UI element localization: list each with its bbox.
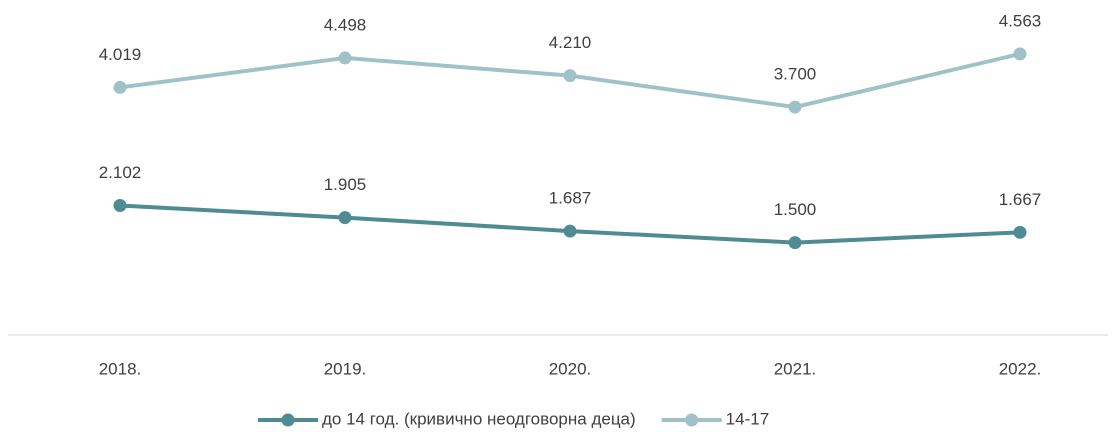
data-label: 1.667	[999, 190, 1042, 209]
data-label: 4.498	[324, 15, 367, 34]
legend-label: 14-17	[726, 409, 769, 428]
data-point	[338, 51, 352, 65]
data-label: 2.102	[99, 163, 142, 182]
data-label: 4.563	[999, 11, 1042, 30]
data-label: 1.500	[774, 200, 817, 219]
data-point	[1013, 225, 1027, 239]
x-tick-label: 2021.	[774, 359, 817, 378]
x-tick-label: 2019.	[324, 359, 367, 378]
data-label: 1.687	[549, 189, 592, 208]
x-tick-label: 2022.	[999, 359, 1042, 378]
data-point	[113, 199, 127, 213]
data-label: 1.905	[324, 175, 367, 194]
data-point	[563, 224, 577, 238]
data-point	[113, 80, 127, 94]
data-point	[338, 211, 352, 225]
data-point	[563, 69, 577, 83]
data-point	[788, 236, 802, 250]
x-tick-label: 2020.	[549, 359, 592, 378]
data-label: 4.019	[99, 45, 142, 64]
legend-marker	[685, 413, 699, 427]
legend-label: до 14 год. (кривично неодговорна деца)	[322, 409, 636, 428]
data-point	[1013, 47, 1027, 61]
data-label: 3.700	[774, 65, 817, 84]
legend-marker	[281, 413, 295, 427]
data-point	[788, 100, 802, 114]
x-tick-label: 2018.	[99, 359, 142, 378]
data-label: 4.210	[549, 33, 592, 52]
